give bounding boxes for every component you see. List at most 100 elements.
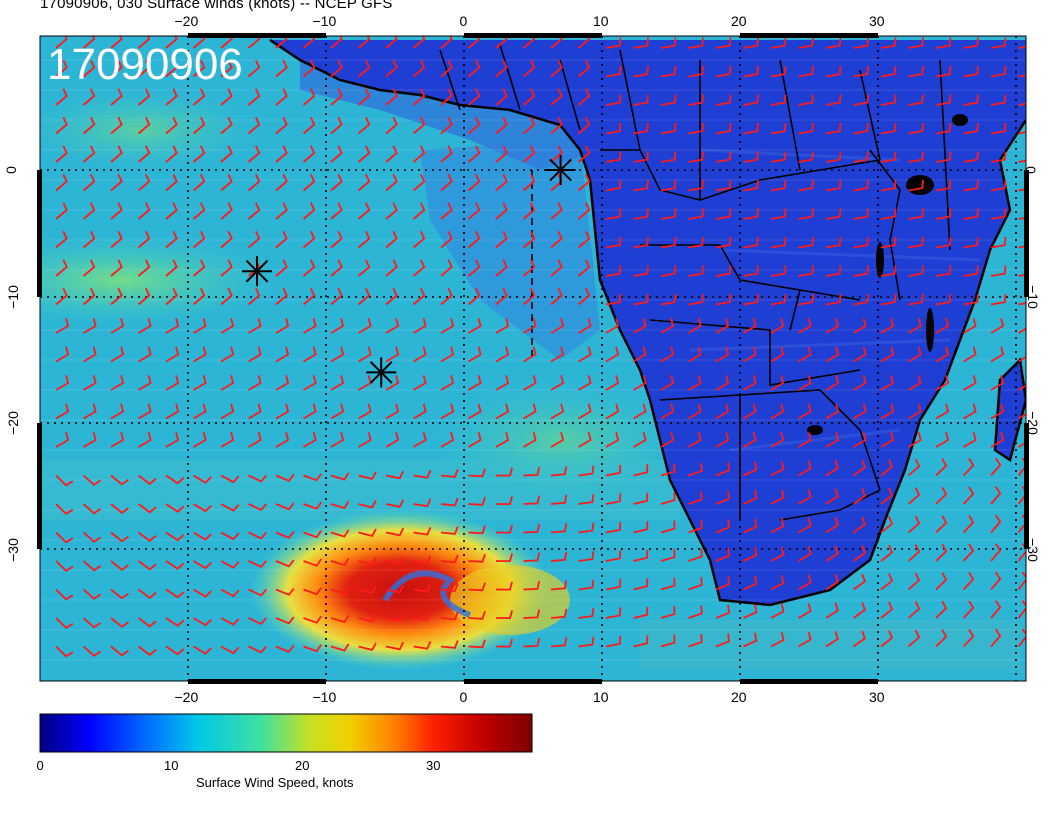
wind-barb [137, 617, 157, 628]
wind-barb [688, 432, 702, 448]
wind-barb [413, 469, 432, 479]
wind-barb [467, 230, 481, 249]
wind-barb [330, 116, 343, 135]
wind-barb [825, 37, 842, 49]
wind-barb [715, 432, 730, 448]
wind-barb [715, 519, 730, 534]
wind-barb [577, 88, 591, 106]
wind-barb [468, 582, 486, 592]
wind-barb [660, 432, 675, 448]
wind-barb [743, 265, 759, 277]
wind-barb [962, 458, 975, 477]
wind-barb [193, 617, 212, 627]
lon-label-top: −20 [174, 13, 199, 29]
wind-barb [220, 617, 240, 626]
wind-barb [83, 346, 97, 363]
wind-barb [688, 66, 704, 78]
wind-barb [357, 88, 371, 106]
wind-barb [605, 635, 622, 648]
wind-barb [798, 318, 812, 334]
frame-ticks [37, 33, 1029, 684]
wind-barb [743, 604, 758, 619]
wind-barb [715, 318, 730, 334]
wind-barb [770, 346, 785, 363]
wind-barb [990, 94, 1007, 106]
wind-barb [55, 503, 74, 515]
wind-barb [633, 635, 649, 648]
wind-barb [137, 116, 151, 135]
wind-barb [852, 516, 866, 534]
wind-barb [248, 588, 267, 597]
wind-barb [522, 59, 536, 78]
wind-barb [743, 403, 757, 420]
wind-barb [495, 346, 510, 363]
wind-barb [55, 116, 68, 135]
wind-barb [330, 375, 345, 391]
wind-barb [798, 603, 812, 619]
wind-barb [55, 145, 68, 163]
wind-barb [578, 403, 592, 420]
wind-barb [743, 547, 758, 562]
wind-barb [138, 318, 152, 334]
wind-barb [688, 375, 702, 391]
wind-barb [1017, 571, 1026, 591]
wind-barb [220, 432, 235, 448]
wind-barb [302, 59, 316, 78]
wind-barb [825, 488, 839, 505]
wind-barb [138, 375, 152, 391]
wind-barb [962, 600, 975, 619]
wind-barb [660, 237, 677, 249]
lat-label-left: 0 [2, 166, 19, 174]
wind-barb [55, 202, 68, 220]
wind-barb [825, 66, 842, 78]
wind-barb [303, 473, 322, 482]
wind-barb [137, 259, 151, 277]
wind-barb [275, 259, 288, 277]
wind-barb [577, 202, 591, 220]
wind-barb [963, 265, 979, 277]
wind-barb [1018, 384, 1026, 391]
wind-barb [330, 36, 343, 49]
wind-barb [193, 346, 207, 363]
wind-barb [578, 579, 595, 591]
wind-barb [963, 123, 979, 135]
wind-barb [1018, 273, 1026, 277]
wind-barb [770, 151, 787, 163]
wind-barb [798, 123, 814, 135]
wind-barb [330, 557, 350, 567]
wind-barb [192, 230, 206, 249]
colorbar-tick-label: 30 [426, 758, 441, 773]
wind-barb [83, 403, 97, 420]
wind-barb [468, 346, 482, 363]
wind-barb [825, 545, 839, 562]
wind-barb [770, 66, 787, 78]
wind-barb [385, 88, 398, 106]
wind-barb [715, 604, 730, 619]
wind-barb [1017, 628, 1026, 648]
wind-barb [935, 66, 952, 78]
wind-barb [440, 318, 455, 334]
wind-barb [633, 37, 649, 49]
wind-barb [467, 88, 481, 106]
wind-barb [468, 610, 486, 620]
wind-barb [633, 66, 649, 78]
wind-barb [660, 66, 677, 78]
wind-barb [275, 473, 295, 482]
wind-barb [907, 601, 921, 619]
wind-barb [523, 637, 541, 648]
wind-barb [853, 66, 869, 78]
wind-barb [770, 632, 785, 648]
wind-barb [825, 151, 842, 163]
wind-barb [825, 375, 840, 391]
wind-barb [633, 208, 649, 220]
wind-barb [358, 499, 377, 509]
wind-barb [193, 503, 212, 513]
wind-barb [825, 602, 839, 619]
wind-barb [825, 265, 842, 277]
wind-barb [798, 151, 814, 163]
wind-barb [578, 636, 595, 648]
wind-barb [413, 612, 432, 622]
wind-barb [825, 346, 840, 363]
wind-barb [880, 123, 897, 135]
wind-barb [550, 346, 565, 363]
